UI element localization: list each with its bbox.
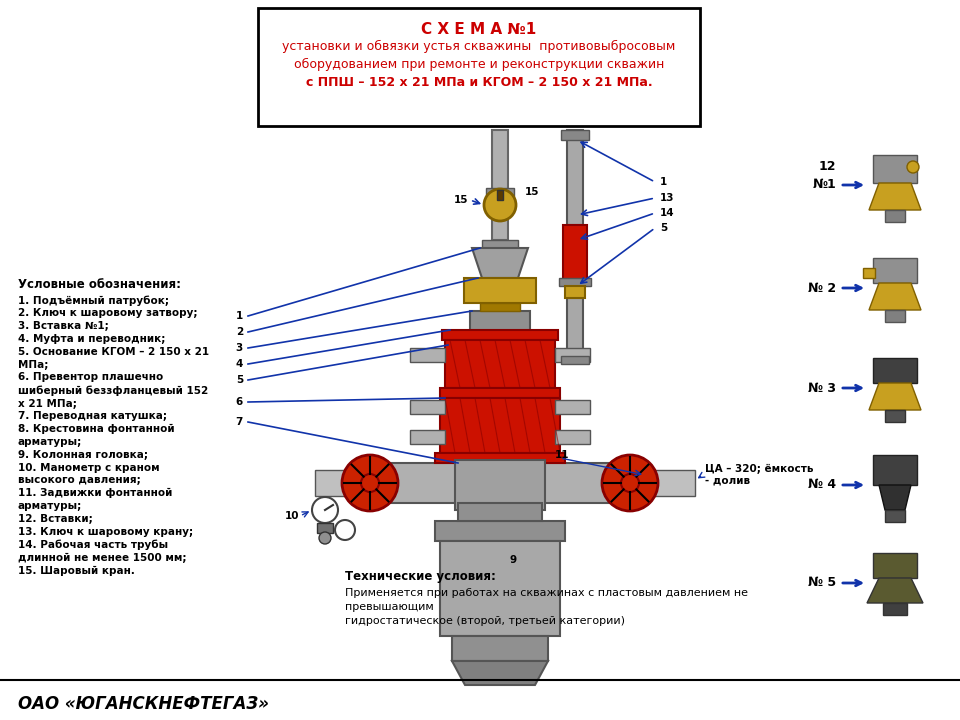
Text: 15: 15 xyxy=(453,195,468,205)
Circle shape xyxy=(335,520,355,540)
Text: № 5: № 5 xyxy=(808,577,836,590)
Polygon shape xyxy=(472,248,528,278)
Bar xyxy=(317,523,333,533)
Circle shape xyxy=(361,474,379,492)
Bar xyxy=(258,8,700,126)
Bar xyxy=(445,340,555,388)
Text: ОАО «ЮГАНСКНЕФТЕГАЗ»: ОАО «ЮГАНСКНЕФТЕГАЗ» xyxy=(18,695,269,713)
Text: 1: 1 xyxy=(660,177,667,187)
Text: Применяется при работах на скважинах с пластовым давлением не
превышающим
гидрос: Применяется при работах на скважинах с п… xyxy=(345,588,748,626)
Text: 1: 1 xyxy=(236,311,243,321)
Text: 5: 5 xyxy=(236,375,243,385)
Bar xyxy=(555,400,590,414)
Text: с ППШ – 152 х 21 МПа и КГОМ – 2 150 х 21 МПа.: с ППШ – 152 х 21 МПа и КГОМ – 2 150 х 21… xyxy=(305,76,652,89)
Bar xyxy=(567,130,583,225)
Polygon shape xyxy=(869,383,921,410)
Bar xyxy=(561,130,589,140)
Bar xyxy=(315,470,355,496)
Polygon shape xyxy=(869,183,921,210)
Polygon shape xyxy=(869,283,921,310)
Text: 4: 4 xyxy=(235,359,243,369)
Bar xyxy=(645,470,695,496)
Circle shape xyxy=(621,474,639,492)
Text: № 3: № 3 xyxy=(808,382,836,395)
Bar xyxy=(464,278,536,303)
Circle shape xyxy=(484,189,516,221)
Text: № 4: № 4 xyxy=(808,479,836,492)
Bar xyxy=(863,268,875,278)
Bar xyxy=(567,298,583,358)
Text: ЦА – 320; ёмкость
- долив: ЦА – 320; ёмкость - долив xyxy=(705,464,813,486)
Bar xyxy=(486,188,514,196)
Bar xyxy=(885,510,905,522)
Bar xyxy=(563,225,587,280)
Bar xyxy=(440,388,560,398)
Bar xyxy=(555,348,590,362)
Bar xyxy=(492,130,508,190)
Text: 10: 10 xyxy=(285,511,300,521)
Bar xyxy=(452,636,548,661)
Bar xyxy=(555,430,590,444)
Bar xyxy=(885,210,905,222)
Bar xyxy=(455,460,545,510)
Bar xyxy=(410,400,445,414)
Circle shape xyxy=(907,161,919,173)
Bar xyxy=(442,330,558,340)
Bar xyxy=(885,410,905,422)
Text: 1. Подъёмный патрубок;
2. Ключ к шаровому затвору;
3. Вставка №1;
4. Муфта и пер: 1. Подъёмный патрубок; 2. Ключ к шаровом… xyxy=(18,295,209,576)
Bar xyxy=(873,155,917,183)
Bar xyxy=(565,286,585,298)
Text: 9: 9 xyxy=(510,555,517,565)
Bar xyxy=(497,190,503,200)
Text: 13: 13 xyxy=(660,193,675,203)
Bar xyxy=(435,521,565,541)
Text: С Х Е М А №1: С Х Е М А №1 xyxy=(421,22,537,37)
Polygon shape xyxy=(452,661,548,685)
Bar xyxy=(458,503,542,521)
Text: 2: 2 xyxy=(236,327,243,337)
Bar xyxy=(482,240,518,248)
Text: 15: 15 xyxy=(525,187,540,197)
Text: 7: 7 xyxy=(235,417,243,427)
Bar xyxy=(883,603,907,615)
Bar xyxy=(492,220,508,240)
Circle shape xyxy=(602,455,658,511)
Bar xyxy=(410,348,445,362)
Text: №1: №1 xyxy=(812,179,836,192)
Bar xyxy=(440,398,560,453)
Text: 6: 6 xyxy=(236,397,243,407)
Bar xyxy=(440,541,560,636)
Bar xyxy=(480,303,520,311)
Text: 5: 5 xyxy=(660,223,667,233)
Bar xyxy=(873,455,917,485)
Circle shape xyxy=(319,532,331,544)
Bar xyxy=(470,311,530,331)
Bar xyxy=(435,453,565,463)
Polygon shape xyxy=(867,578,923,603)
Text: 11: 11 xyxy=(555,450,569,460)
Bar xyxy=(559,278,591,286)
Bar xyxy=(873,358,917,383)
Text: Условные обозначения:: Условные обозначения: xyxy=(18,278,181,291)
Bar xyxy=(410,430,445,444)
Text: 14: 14 xyxy=(660,208,675,218)
Bar xyxy=(561,356,589,364)
Text: 12: 12 xyxy=(819,161,836,174)
Bar xyxy=(885,310,905,322)
Bar xyxy=(873,258,917,283)
Text: установки и обвязки устья скважины  противовыбросовым: установки и обвязки устья скважины проти… xyxy=(282,40,676,53)
Bar xyxy=(873,553,917,578)
Text: Технические условия:: Технические условия: xyxy=(345,570,496,583)
Bar xyxy=(355,463,645,503)
Text: 3: 3 xyxy=(236,343,243,353)
Circle shape xyxy=(312,497,338,523)
Polygon shape xyxy=(879,485,911,510)
Text: оборудованием при ремонте и реконструкции скважин: оборудованием при ремонте и реконструкци… xyxy=(294,58,664,71)
Circle shape xyxy=(342,455,398,511)
Text: № 2: № 2 xyxy=(808,282,836,294)
